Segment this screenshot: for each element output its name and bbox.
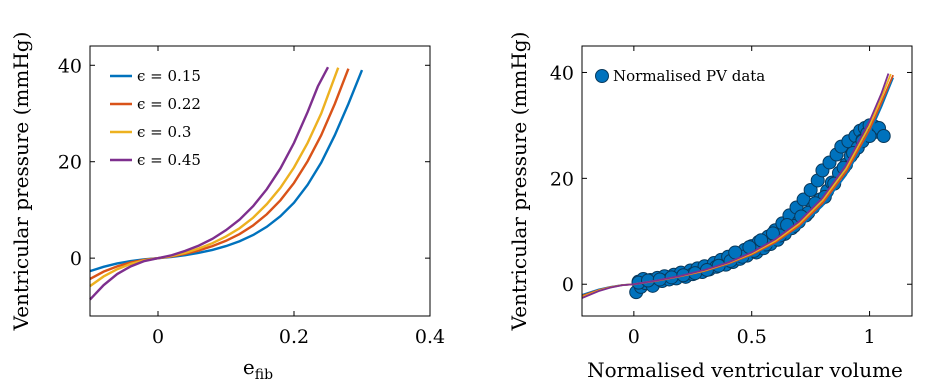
left-legend-label-1: ϵ = 0.15 bbox=[137, 67, 201, 85]
scatter-point bbox=[876, 129, 891, 143]
right-y-tick-label: 0 bbox=[562, 274, 574, 296]
left-legend-label-2: ϵ = 0.22 bbox=[137, 95, 201, 113]
left-series-line-3 bbox=[89, 67, 340, 288]
right-y-tick-label: 40 bbox=[550, 62, 574, 84]
right-x-tick-label: 0 bbox=[628, 326, 640, 348]
right-fit-line-4 bbox=[581, 73, 890, 299]
left-legend-label-4: ϵ = 0.45 bbox=[137, 151, 201, 169]
right-fit-lines bbox=[581, 73, 894, 299]
right-x-tick-label: 1 bbox=[864, 326, 876, 348]
left-x-tick-label: 0.2 bbox=[279, 326, 309, 348]
left-legend-label-3: ϵ = 0.3 bbox=[137, 123, 191, 141]
left-x-axis-label: efib bbox=[243, 355, 273, 383]
left-series-line-4 bbox=[89, 66, 330, 301]
right-x-tick-labels: 0 0.5 1 bbox=[628, 326, 876, 348]
left-series-line-2 bbox=[89, 68, 350, 280]
right-y-tick-labels: 0 20 40 bbox=[550, 62, 574, 296]
right-y-tick-label: 20 bbox=[550, 168, 574, 190]
left-x-tick-label: 0 bbox=[152, 326, 164, 348]
left-y-tick-label: 0 bbox=[70, 248, 82, 270]
right-x-axis-label: Normalised ventricular volume bbox=[587, 358, 903, 382]
left-plot-frame bbox=[89, 45, 431, 317]
left-y-tick-labels: 0 20 40 bbox=[58, 55, 82, 270]
right-legend: Normalised PV data bbox=[595, 67, 765, 85]
left-x-tick-labels: 0 0.2 0.4 bbox=[152, 326, 445, 348]
left-y-tick-label: 40 bbox=[58, 55, 82, 77]
left-y-axis-label: Ventricular pressure (mmHg) bbox=[9, 32, 33, 332]
right-legend-label: Normalised PV data bbox=[613, 67, 765, 85]
right-x-tick-label: 0.5 bbox=[737, 326, 767, 348]
left-y-tick-label: 20 bbox=[58, 152, 82, 174]
right-scatter-points bbox=[629, 118, 891, 300]
left-x-tick-label: 0.4 bbox=[415, 326, 445, 348]
right-tick-marks bbox=[582, 46, 912, 316]
left-legend: ϵ = 0.15 ϵ = 0.22 ϵ = 0.3 ϵ = 0.45 bbox=[102, 56, 227, 174]
scatter-point bbox=[803, 183, 818, 197]
left-tick-marks bbox=[90, 46, 431, 316]
chart-left-pressure-vs-efib: 0 0.2 0.4 0 20 40 efib Ventricular pressure … bbox=[9, 32, 445, 383]
right-plot-frame bbox=[581, 45, 913, 317]
right-legend-marker bbox=[595, 69, 609, 83]
left-series-lines bbox=[89, 66, 364, 301]
right-y-axis-label: Ventricular pressure (mmHg) bbox=[507, 32, 531, 332]
